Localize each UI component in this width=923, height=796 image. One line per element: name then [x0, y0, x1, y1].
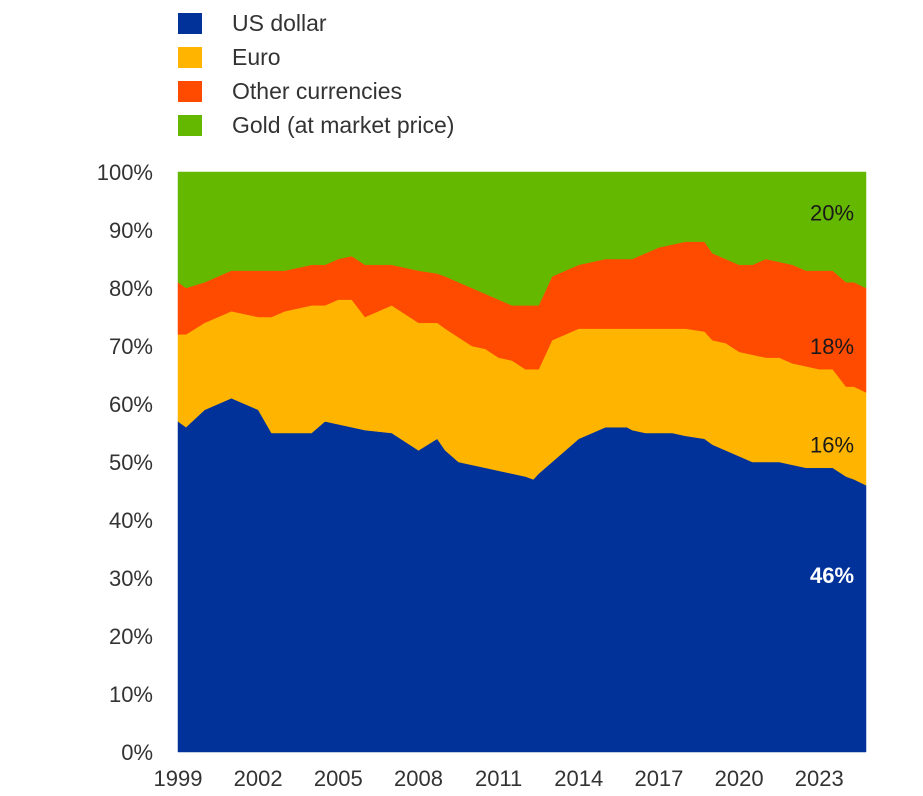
y-tick-label: 10%	[109, 682, 153, 707]
data-label: 16%	[810, 433, 854, 458]
x-axis: 1999 2002 2005 2008 2011 2014 2017 2020 2023	[154, 766, 844, 791]
y-tick-label: 50%	[109, 450, 153, 475]
legend-item-gold: Gold (at market price)	[178, 108, 454, 142]
x-tick-label: 2008	[394, 766, 443, 791]
x-tick-label: 2011	[475, 766, 522, 791]
data-label: 18%	[810, 334, 854, 359]
x-tick-label: 2017	[634, 766, 683, 791]
legend-swatch-other-currencies	[178, 80, 202, 102]
legend-label: Euro	[232, 43, 281, 70]
y-tick-label: 90%	[109, 218, 153, 243]
x-tick-label: 2014	[554, 766, 603, 791]
legend-label: Other currencies	[232, 77, 403, 104]
legend-item-other-currencies: Other currencies	[178, 74, 454, 108]
x-tick-label: 2020	[715, 766, 764, 791]
area-gold-at-market-price	[177, 171, 867, 306]
legend-swatch-euro	[178, 46, 202, 68]
chart-legend: US dollar Euro Other currencies Gold (at…	[178, 6, 454, 142]
x-tick-label: 1999	[154, 766, 203, 791]
data-labels: 20% 18% 16% 46%	[810, 201, 854, 588]
y-tick-label: 0%	[121, 740, 153, 765]
legend-item-euro: Euro	[178, 40, 454, 74]
y-axis: 0% 10% 20% 30% 40% 50% 60% 70% 80% 90% 100%	[97, 160, 153, 765]
y-tick-label: 40%	[109, 508, 153, 533]
data-label: 46%	[810, 563, 854, 588]
y-tick-label: 100%	[97, 160, 153, 185]
legend-swatch-us-dollar	[178, 12, 202, 34]
legend-label: US dollar	[232, 9, 327, 36]
x-tick-label: 2002	[234, 766, 283, 791]
x-tick-label: 2005	[314, 766, 363, 791]
area-layer	[177, 171, 867, 753]
y-tick-label: 60%	[109, 392, 153, 417]
y-tick-label: 80%	[109, 276, 153, 301]
y-tick-label: 30%	[109, 566, 153, 591]
y-tick-label: 20%	[109, 624, 153, 649]
x-tick-label: 2023	[795, 766, 844, 791]
y-tick-label: 70%	[109, 334, 153, 359]
data-label: 20%	[810, 201, 854, 226]
legend-label: Gold (at market price)	[232, 111, 455, 138]
legend-swatch-gold	[178, 114, 202, 136]
legend-item-us-dollar: US dollar	[178, 6, 454, 40]
